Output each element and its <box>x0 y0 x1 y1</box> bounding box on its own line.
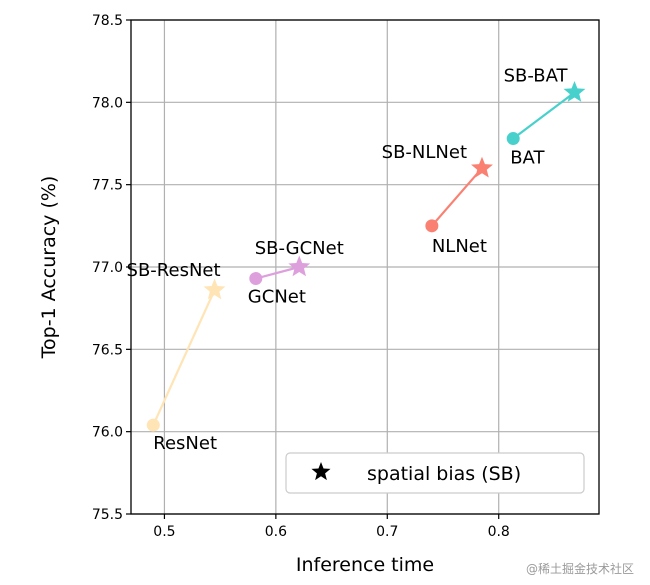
connector-nlnet <box>431 167 483 227</box>
y-tick-label: 77.5 <box>92 178 123 194</box>
x-axis-label: Inference time <box>296 554 434 576</box>
star-sb-gcnet <box>288 255 311 277</box>
point-bat <box>506 132 520 146</box>
star-sb-resnet <box>203 278 226 300</box>
legend-star-icon <box>311 462 331 481</box>
x-tick-label: 0.8 <box>488 524 510 540</box>
label-nlnet: NLNet <box>432 236 487 257</box>
y-tick-label: 77.0 <box>92 260 123 276</box>
point-resnet <box>146 418 160 432</box>
plot-frame <box>130 19 600 515</box>
point-nlnet <box>425 219 439 233</box>
y-tick-label: 76.0 <box>92 425 123 441</box>
legend-box <box>285 452 585 494</box>
x-tick-label: 0.5 <box>153 524 175 540</box>
label-bat: BAT <box>510 148 545 169</box>
label-sb-resnet: SB-ResNet <box>127 260 221 281</box>
legend-label: spatial bias (SB) <box>367 463 521 485</box>
star-sb-nlnet <box>471 156 493 178</box>
label-sb-gcnet: SB-GCNet <box>255 238 344 259</box>
y-tick-label: 78.0 <box>92 95 123 111</box>
label-resnet: ResNet <box>153 433 217 454</box>
connector-resnet <box>152 289 216 426</box>
y-tick-label: 75.5 <box>92 507 123 523</box>
point-gcnet <box>249 272 263 286</box>
y-tick-label: 78.5 <box>92 13 123 29</box>
label-sb-bat: SB-BAT <box>504 65 569 86</box>
x-tick-label: 0.7 <box>376 524 398 540</box>
axis-ticks: 0.5 0.6 0.7 0.8 75.5 76.0 76.5 77.0 77.5 78.0 78.5 <box>92 13 510 540</box>
label-gcnet: GCNet <box>248 287 306 308</box>
label-sb-nlnet: SB-NLNet <box>382 142 467 163</box>
star-sb-bat <box>563 80 586 102</box>
y-tick-label: 76.5 <box>92 342 123 358</box>
connector-bat <box>512 91 576 140</box>
y-axis-label: Top-1 Accuracy (%) <box>38 176 60 360</box>
connector-gcnet <box>255 265 300 280</box>
watermark: @稀土掘金技术社区 <box>526 561 634 576</box>
x-tick-label: 0.6 <box>265 524 287 540</box>
data-marks: ResNet SB-ResNet GCNet SB-GCNet NLNet SB-NLNe… <box>127 65 586 454</box>
legend: spatial bias (SB) <box>285 452 585 494</box>
